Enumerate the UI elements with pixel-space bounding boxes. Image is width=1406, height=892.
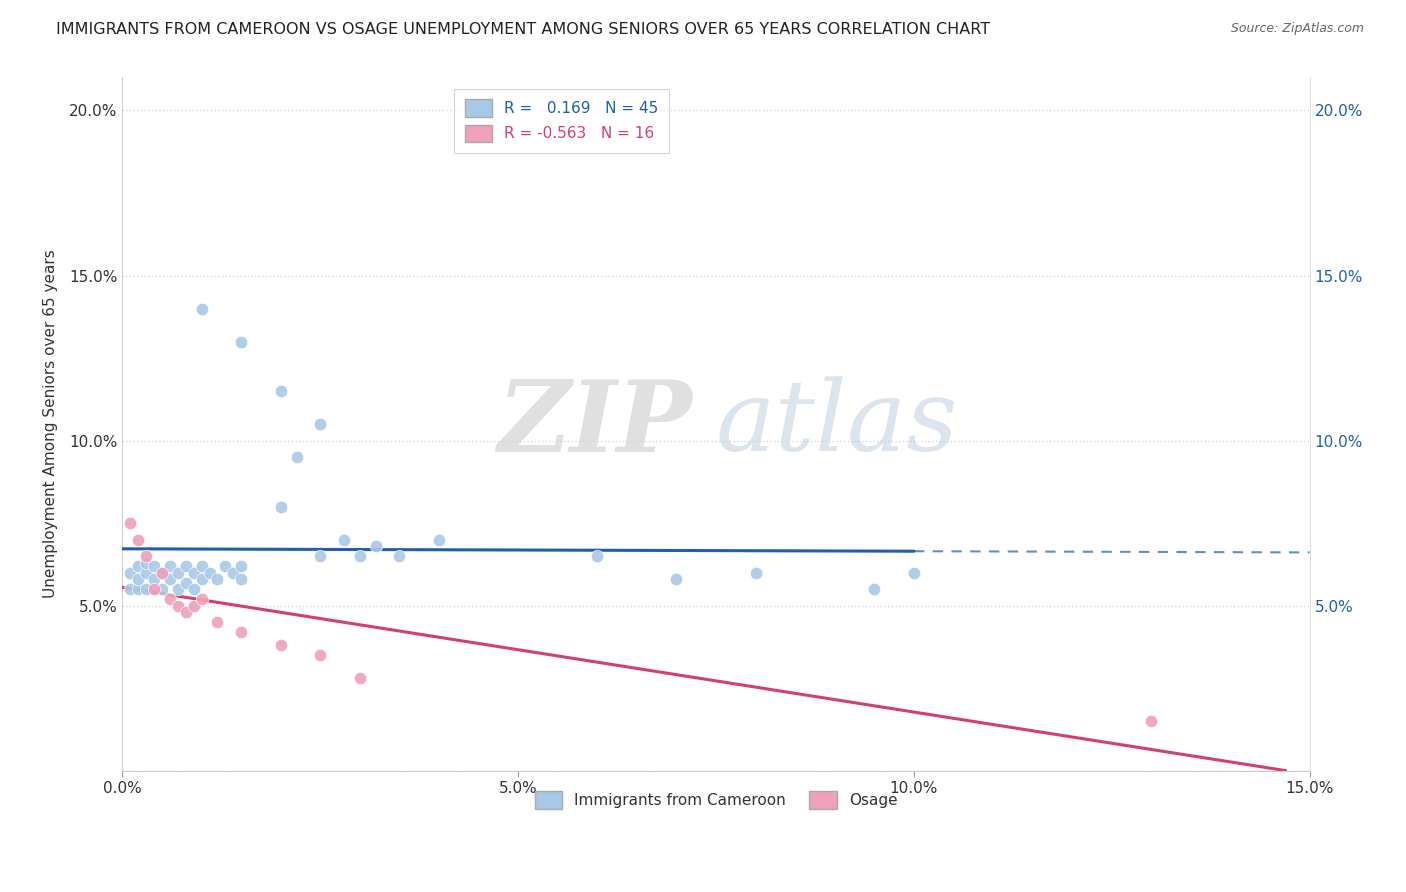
Text: Source: ZipAtlas.com: Source: ZipAtlas.com [1230,22,1364,36]
Point [159,572,181,586]
Point [270,638,292,652]
Point [231,334,253,349]
Point [285,450,308,464]
Point [143,582,166,596]
Point [231,572,253,586]
Point [333,533,356,547]
Point [190,572,212,586]
Point [135,556,157,570]
Text: ZIP: ZIP [498,376,692,472]
Point [120,566,142,580]
Point [863,582,886,596]
Point [127,533,149,547]
Point [309,648,332,662]
Point [903,566,925,580]
Y-axis label: Unemployment Among Seniors over 65 years: Unemployment Among Seniors over 65 years [44,250,58,599]
Point [174,575,197,590]
Point [183,566,205,580]
Point [190,592,212,607]
Text: IMMIGRANTS FROM CAMEROON VS OSAGE UNEMPLOYMENT AMONG SENIORS OVER 65 YEARS CORRE: IMMIGRANTS FROM CAMEROON VS OSAGE UNEMPL… [56,22,990,37]
Point [190,301,212,316]
Point [167,582,190,596]
Point [388,549,411,563]
Point [214,559,236,574]
Point [120,516,142,530]
Point [183,582,205,596]
Point [586,549,609,563]
Point [198,566,221,580]
Point [135,566,157,580]
Point [207,615,229,629]
Point [309,549,332,563]
Point [183,599,205,613]
Point [222,566,245,580]
Text: atlas: atlas [716,376,959,472]
Legend: Immigrants from Cameroon, Osage: Immigrants from Cameroon, Osage [529,785,904,815]
Point [135,582,157,596]
Point [349,549,371,563]
Point [1140,714,1163,728]
Point [427,533,450,547]
Point [231,625,253,640]
Point [364,539,387,553]
Point [143,572,166,586]
Point [159,559,181,574]
Point [349,671,371,685]
Point [127,572,149,586]
Point [167,566,190,580]
Point [744,566,766,580]
Point [150,566,173,580]
Point [174,605,197,619]
Point [167,599,190,613]
Point [190,559,212,574]
Point [309,417,332,431]
Point [207,572,229,586]
Point [270,500,292,514]
Point [174,559,197,574]
Point [150,566,173,580]
Point [135,549,157,563]
Point [127,582,149,596]
Point [150,582,173,596]
Point [270,384,292,398]
Point [127,559,149,574]
Point [143,559,166,574]
Point [231,559,253,574]
Point [120,582,142,596]
Point [665,572,688,586]
Point [159,592,181,607]
